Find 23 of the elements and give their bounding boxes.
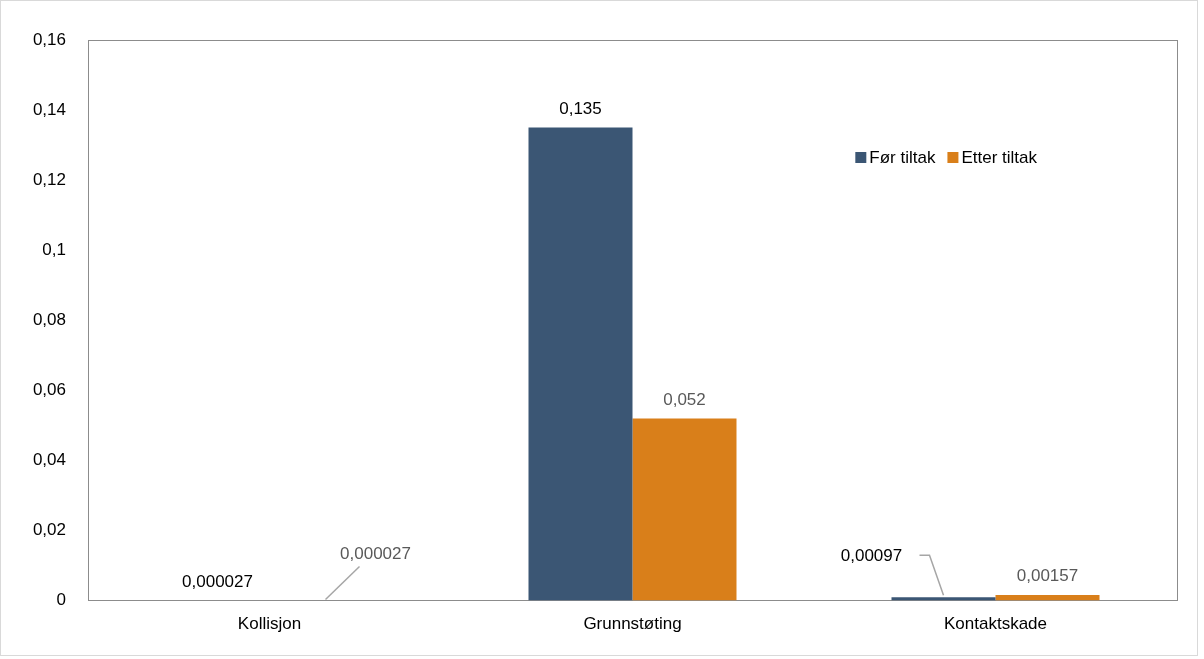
legend-label: Før tiltak — [869, 147, 936, 167]
x-tick-label: Grunnstøting — [583, 614, 682, 634]
y-tick-label: 0,04 — [32, 450, 66, 470]
y-tick-label: 0,16 — [32, 29, 66, 49]
data-label: 0,00097 — [840, 546, 903, 566]
bar — [632, 418, 737, 601]
y-tick-label: 0,02 — [32, 520, 66, 540]
bar — [528, 127, 633, 601]
x-tick-label: Kontaktskade — [943, 614, 1048, 634]
y-tick-label: 0,06 — [32, 380, 66, 400]
x-tick-label: Kollisjon — [237, 614, 302, 634]
data-label: 0,135 — [559, 98, 602, 118]
y-tick-label: 0,1 — [42, 239, 66, 259]
y-tick-label: 0,12 — [32, 169, 66, 189]
data-label: 0,00157 — [1016, 566, 1079, 586]
data-label: 0,052 — [663, 389, 706, 409]
data-label: 0,000027 — [340, 543, 411, 563]
bar — [995, 595, 1100, 601]
y-tick-label: 0,08 — [32, 309, 66, 329]
data-label: 0,000027 — [182, 571, 253, 591]
y-tick-label: 0,14 — [32, 99, 66, 119]
legend-label: Etter tiltak — [961, 147, 1038, 167]
y-tick-label: 0 — [56, 590, 66, 610]
